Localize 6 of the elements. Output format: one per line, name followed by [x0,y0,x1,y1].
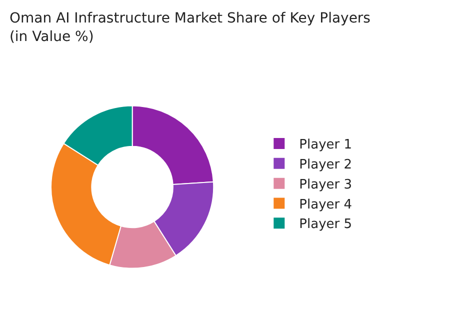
legend-label: Player 4 [299,197,352,212]
legend-label: Player 3 [299,177,352,192]
legend-label: Player 2 [299,158,352,172]
legend-label: Player 5 [299,217,352,232]
chart-title: Oman AI Infrastructure Market Share of Key Players (in Value %) [9,10,370,45]
legend-label: Player 1 [299,138,352,153]
